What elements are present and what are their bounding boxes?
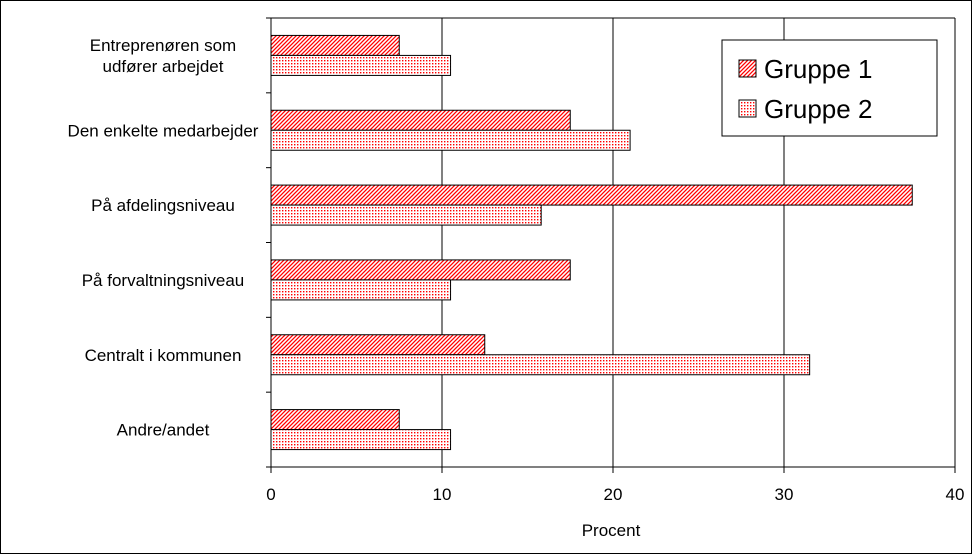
bar-gruppe-1 xyxy=(270,184,913,206)
legend-box xyxy=(721,39,938,137)
x-tick-label: 40 xyxy=(946,485,965,504)
legend-swatch xyxy=(738,59,757,78)
legend-label: Gruppe 1 xyxy=(764,54,872,84)
category-label: Den enkelte medarbejder xyxy=(68,121,259,140)
bar-gruppe-1 xyxy=(270,259,571,281)
x-tick-label: 0 xyxy=(266,485,275,504)
bar-gruppe-1 xyxy=(270,409,400,431)
bar-gruppe-2 xyxy=(270,354,811,376)
category-label: Centralt i kommunen xyxy=(85,346,242,365)
legend-label: Gruppe 2 xyxy=(764,94,872,124)
category-label: På afdelingsniveau xyxy=(91,196,235,215)
bar-gruppe-1 xyxy=(270,334,486,356)
bar-gruppe-2 xyxy=(270,204,542,226)
bar-gruppe-2 xyxy=(270,54,452,76)
x-tick-label: 10 xyxy=(433,485,452,504)
bar-gruppe-1 xyxy=(270,34,400,56)
bar-gruppe-1 xyxy=(270,109,571,131)
x-tick-label: 30 xyxy=(775,485,794,504)
category-label: udfører arbejdet xyxy=(103,57,224,76)
category-label: Entreprenøren som xyxy=(90,36,236,55)
bar-gruppe-2 xyxy=(270,429,452,451)
legend-swatch xyxy=(738,99,757,118)
bar-gruppe-2 xyxy=(270,129,631,151)
plot-area: 0 10 20 30 40 Entreprenøren som udfører arbejd… xyxy=(68,17,965,540)
category-label: Andre/andet xyxy=(117,421,210,440)
bar-gruppe-2 xyxy=(270,279,452,301)
x-tick-label: 20 xyxy=(604,485,623,504)
x-axis-title: Procent xyxy=(582,521,641,540)
category-label: På forvaltningsniveau xyxy=(82,271,245,290)
